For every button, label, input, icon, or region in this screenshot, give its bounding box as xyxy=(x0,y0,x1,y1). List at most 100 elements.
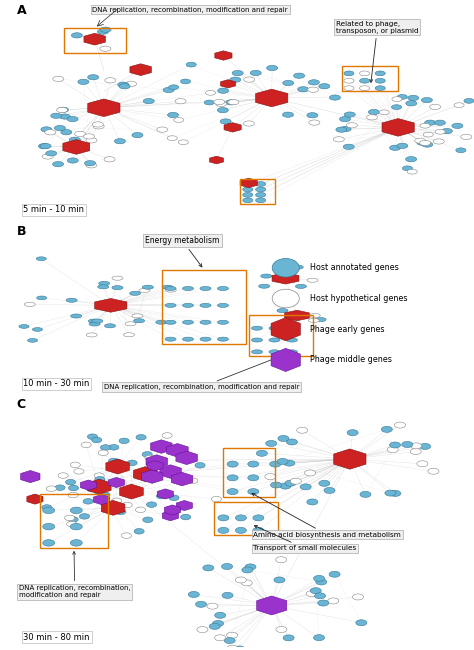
Circle shape xyxy=(359,71,370,76)
Circle shape xyxy=(253,527,264,534)
Polygon shape xyxy=(220,80,236,88)
Circle shape xyxy=(196,601,207,607)
Circle shape xyxy=(67,521,77,527)
Circle shape xyxy=(19,324,29,328)
Circle shape xyxy=(109,445,119,450)
Circle shape xyxy=(441,129,452,134)
Circle shape xyxy=(92,122,103,127)
Circle shape xyxy=(280,321,291,325)
Circle shape xyxy=(344,71,354,76)
Circle shape xyxy=(200,320,211,324)
Circle shape xyxy=(41,127,52,132)
Circle shape xyxy=(142,452,152,457)
Circle shape xyxy=(272,289,299,308)
Circle shape xyxy=(428,468,439,474)
Circle shape xyxy=(307,499,318,505)
Circle shape xyxy=(203,565,214,571)
Polygon shape xyxy=(119,484,143,499)
Circle shape xyxy=(277,309,288,313)
Circle shape xyxy=(99,281,109,285)
Circle shape xyxy=(112,459,122,465)
Circle shape xyxy=(243,121,255,126)
Circle shape xyxy=(218,320,228,324)
Circle shape xyxy=(290,478,301,484)
Circle shape xyxy=(385,490,396,496)
Circle shape xyxy=(313,575,325,581)
Circle shape xyxy=(392,97,402,101)
Circle shape xyxy=(410,443,422,449)
Circle shape xyxy=(285,480,296,486)
Circle shape xyxy=(59,114,70,119)
Bar xyxy=(240,179,275,203)
Text: A: A xyxy=(17,5,26,18)
Circle shape xyxy=(24,302,35,306)
Circle shape xyxy=(456,148,466,153)
Circle shape xyxy=(324,488,335,493)
Circle shape xyxy=(134,528,144,534)
Circle shape xyxy=(221,564,233,569)
Circle shape xyxy=(344,86,354,90)
Circle shape xyxy=(277,458,288,465)
Circle shape xyxy=(143,517,153,523)
Circle shape xyxy=(220,119,231,124)
Polygon shape xyxy=(163,511,179,521)
Circle shape xyxy=(200,304,211,307)
Circle shape xyxy=(206,90,216,95)
Circle shape xyxy=(266,441,277,447)
Polygon shape xyxy=(272,272,299,284)
Circle shape xyxy=(136,507,146,513)
Bar xyxy=(342,66,398,92)
Circle shape xyxy=(139,289,150,292)
Circle shape xyxy=(87,434,98,439)
Bar xyxy=(39,494,109,548)
Circle shape xyxy=(169,495,179,500)
Circle shape xyxy=(200,337,211,341)
Circle shape xyxy=(353,594,364,600)
Circle shape xyxy=(119,84,130,89)
Circle shape xyxy=(224,638,235,644)
Circle shape xyxy=(86,162,97,168)
Circle shape xyxy=(347,430,358,436)
Circle shape xyxy=(360,491,371,497)
Circle shape xyxy=(83,134,95,139)
Circle shape xyxy=(209,623,220,629)
Circle shape xyxy=(315,593,326,599)
Polygon shape xyxy=(63,140,90,154)
Circle shape xyxy=(43,523,55,530)
Circle shape xyxy=(122,502,132,508)
Circle shape xyxy=(313,634,325,641)
Circle shape xyxy=(406,101,417,106)
Circle shape xyxy=(269,326,280,330)
Bar xyxy=(214,502,278,536)
Polygon shape xyxy=(81,480,97,490)
Circle shape xyxy=(318,600,329,606)
Circle shape xyxy=(53,162,64,167)
Polygon shape xyxy=(284,310,310,320)
Circle shape xyxy=(182,337,193,341)
Polygon shape xyxy=(176,451,197,465)
Polygon shape xyxy=(151,440,172,453)
Circle shape xyxy=(227,461,238,467)
Text: Host annotated genes: Host annotated genes xyxy=(310,263,398,272)
Circle shape xyxy=(71,314,82,318)
Circle shape xyxy=(36,257,46,261)
Circle shape xyxy=(429,104,441,109)
Circle shape xyxy=(53,76,64,81)
Circle shape xyxy=(215,635,226,641)
Circle shape xyxy=(89,322,100,326)
Circle shape xyxy=(178,140,188,145)
Bar xyxy=(64,29,126,53)
Circle shape xyxy=(250,70,261,75)
Circle shape xyxy=(336,127,347,132)
Polygon shape xyxy=(88,479,111,494)
Circle shape xyxy=(65,480,76,485)
Circle shape xyxy=(309,313,320,318)
Circle shape xyxy=(57,107,69,112)
Circle shape xyxy=(84,161,96,166)
Polygon shape xyxy=(101,500,125,515)
Circle shape xyxy=(143,99,154,104)
Text: DNA replication, recombination,
modification and repair: DNA replication, recombination, modifica… xyxy=(19,552,130,599)
Circle shape xyxy=(236,515,246,521)
Circle shape xyxy=(222,592,233,599)
Circle shape xyxy=(366,114,378,120)
